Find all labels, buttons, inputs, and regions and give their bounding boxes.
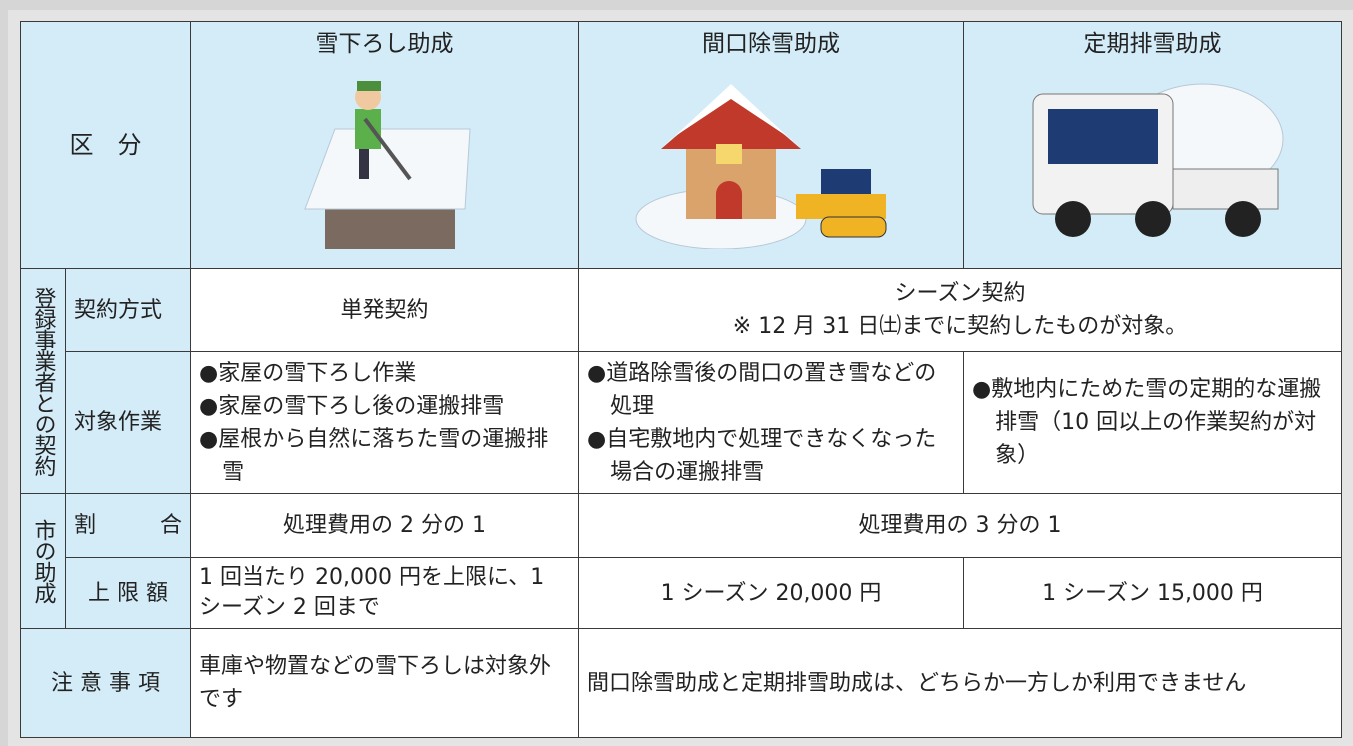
bullet-item: ●家屋の雪下ろし後の運搬排雪: [199, 393, 505, 419]
group-label: 市の助成: [20, 493, 66, 629]
cell: 間口除雪助成と定期排雪助成は、どちらか一方しか利用できません: [578, 628, 1342, 738]
cell: 1 シーズン 15,000 円: [963, 557, 1342, 629]
row-label: 注 意 事 項: [20, 628, 191, 738]
bullet-item: ●自宅敷地内で処理できなくなった場合の運搬排雪: [587, 426, 937, 485]
column-header: 雪下ろし助成: [190, 21, 579, 269]
illustration: [635, 84, 887, 249]
subsidy-table: 区 分 雪下ろし助成 間口除雪助成 定期排雪助成: [20, 21, 1342, 738]
cell: 1 回当たり 20,000 円を上限に、1 シーズン 2 回まで: [190, 557, 579, 629]
row-label: 割 合: [65, 493, 191, 558]
cell-text: シーズン契約: [894, 281, 1026, 306]
bullet-item: ●道路除雪後の間口の置き雪などの処理: [587, 360, 937, 419]
bullet-item: ●屋根から自然に落ちた雪の運搬排雪: [199, 426, 549, 485]
row-label: 上 限 額: [65, 557, 191, 629]
cell: ●敷地内にためた雪の定期的な運搬排雪（10 回以上の作業契約が対象）: [963, 351, 1342, 494]
group-label: 登録事業者との契約: [20, 268, 66, 494]
bullet-list: ●道路除雪後の間口の置き雪などの処理 ●自宅敷地内で処理できなくなった場合の運搬排…: [587, 357, 955, 489]
cell: 処理費用の 3 分の 1: [578, 493, 1342, 558]
column-title: 定期排雪助成: [1083, 31, 1222, 57]
bullet-item: ●敷地内にためた雪の定期的な運搬排雪（10 回以上の作業契約が対象）: [972, 377, 1322, 468]
category-header: 区 分: [20, 21, 191, 269]
cell-note: ※ 12 月 31 日㈯までに契約したものが対象。: [732, 314, 1188, 339]
bullet-item: ●家屋の雪下ろし作業: [199, 360, 417, 386]
bullet-list: ●家屋の雪下ろし作業 ●家屋の雪下ろし後の運搬排雪 ●屋根から自然に落ちた雪の運搬排…: [199, 357, 570, 489]
cell: ●道路除雪後の間口の置き雪などの処理 ●自宅敷地内で処理できなくなった場合の運搬排…: [578, 351, 964, 494]
cell: 1 シーズン 20,000 円: [578, 557, 964, 629]
illustration: [303, 81, 471, 249]
cell: 単発契約: [190, 268, 579, 352]
column-header: 定期排雪助成: [963, 21, 1342, 269]
bullet-list: ●敷地内にためた雪の定期的な運搬排雪（10 回以上の作業契約が対象）: [972, 373, 1333, 472]
row-label: 対象作業: [65, 351, 191, 494]
column-header: 間口除雪助成: [578, 21, 964, 269]
cell: 車庫や物置などの雪下ろしは対象外です: [190, 628, 579, 738]
column-title: 間口除雪助成: [702, 31, 840, 57]
cell: ●家屋の雪下ろし作業 ●家屋の雪下ろし後の運搬排雪 ●屋根から自然に落ちた雪の運搬排…: [190, 351, 579, 494]
cell: シーズン契約 ※ 12 月 31 日㈯までに契約したものが対象。: [578, 268, 1342, 352]
illustration: [1032, 83, 1283, 237]
column-title: 雪下ろし助成: [315, 31, 454, 57]
cell: 処理費用の 2 分の 1: [190, 493, 579, 558]
row-label: 契約方式: [65, 268, 191, 352]
